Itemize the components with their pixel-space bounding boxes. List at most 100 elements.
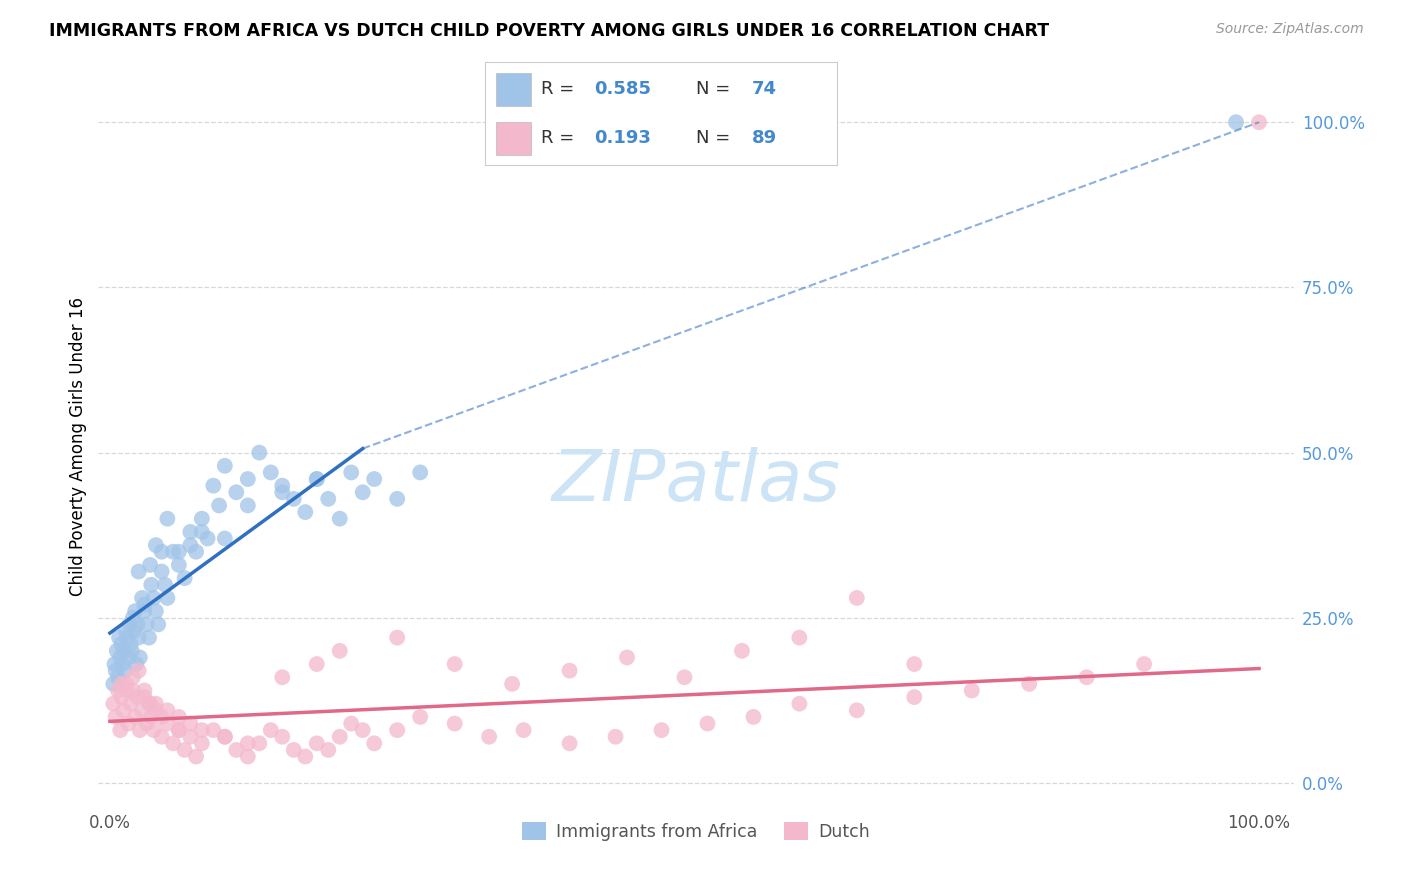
Point [352, 485, 374, 500]
Point [271, 485, 294, 500]
Point [110, 650, 132, 665]
Point [696, 716, 718, 731]
Point [1076, 670, 1098, 684]
Point [103, 677, 125, 691]
Point [156, 591, 179, 605]
Point [236, 499, 259, 513]
Point [789, 697, 811, 711]
Point [340, 466, 363, 480]
Point [134, 683, 156, 698]
Point [127, 617, 149, 632]
Point [271, 670, 294, 684]
Point [156, 716, 179, 731]
Point [118, 617, 141, 632]
Point [148, 617, 170, 632]
Text: Source: ZipAtlas.com: Source: ZipAtlas.com [1216, 22, 1364, 37]
Point [409, 466, 432, 480]
Point [260, 466, 283, 480]
Point [167, 710, 190, 724]
Point [115, 677, 138, 691]
Text: IMMIGRANTS FROM AFRICA VS DUTCH CHILD POVERTY AMONG GIRLS UNDER 16 CORRELATION C: IMMIGRANTS FROM AFRICA VS DUTCH CHILD PO… [49, 22, 1049, 40]
Point [173, 743, 195, 757]
Point [903, 690, 925, 704]
Point [110, 677, 132, 691]
Legend: Immigrants from Africa, Dutch: Immigrants from Africa, Dutch [515, 815, 877, 847]
Point [112, 644, 135, 658]
Point [107, 670, 129, 684]
Point [271, 478, 294, 492]
Point [167, 723, 190, 738]
Point [179, 730, 201, 744]
Point [305, 736, 328, 750]
Point [329, 511, 352, 525]
Text: N =: N = [696, 80, 735, 98]
Point [117, 716, 139, 731]
Point [120, 697, 142, 711]
Point [150, 710, 173, 724]
Point [110, 637, 132, 651]
Text: 89: 89 [752, 129, 778, 147]
Point [107, 683, 129, 698]
Point [179, 538, 201, 552]
Point [673, 670, 696, 684]
Point [385, 631, 409, 645]
Point [142, 723, 165, 738]
Point [191, 524, 214, 539]
Text: N =: N = [696, 129, 735, 147]
Point [236, 472, 259, 486]
Point [789, 631, 811, 645]
Point [191, 723, 214, 738]
Point [731, 644, 754, 658]
Point [135, 716, 157, 731]
Point [128, 650, 150, 665]
Point [145, 538, 167, 552]
Point [443, 657, 465, 671]
Point [115, 683, 138, 698]
Point [127, 690, 149, 704]
Point [120, 637, 142, 651]
Point [225, 743, 247, 757]
Point [184, 545, 207, 559]
Point [104, 710, 127, 724]
Point [110, 690, 132, 704]
Point [283, 743, 305, 757]
Point [225, 485, 247, 500]
Point [385, 723, 409, 738]
Point [138, 631, 160, 645]
Point [153, 578, 176, 592]
Point [197, 532, 219, 546]
Point [145, 697, 167, 711]
Point [191, 736, 214, 750]
Point [305, 472, 328, 486]
Point [363, 736, 385, 750]
Point [214, 532, 236, 546]
Point [742, 710, 765, 724]
Point [104, 664, 127, 678]
Point [247, 445, 270, 459]
Point [1133, 657, 1156, 671]
Text: ZIPatlas: ZIPatlas [551, 447, 841, 516]
Point [329, 730, 352, 744]
Point [162, 545, 184, 559]
Point [283, 491, 305, 506]
Point [202, 478, 225, 492]
Point [156, 703, 179, 717]
Point [179, 716, 201, 731]
Point [202, 723, 225, 738]
Point [135, 617, 157, 632]
Point [340, 716, 363, 731]
Text: 74: 74 [752, 80, 778, 98]
Point [236, 749, 259, 764]
Point [105, 644, 128, 658]
Point [845, 703, 868, 717]
Point [650, 723, 672, 738]
Point [184, 749, 207, 764]
Point [329, 644, 352, 658]
Point [1247, 115, 1270, 129]
Point [501, 677, 523, 691]
Point [271, 730, 294, 744]
Point [167, 558, 190, 572]
Point [112, 703, 135, 717]
Point [605, 730, 627, 744]
Point [139, 558, 162, 572]
